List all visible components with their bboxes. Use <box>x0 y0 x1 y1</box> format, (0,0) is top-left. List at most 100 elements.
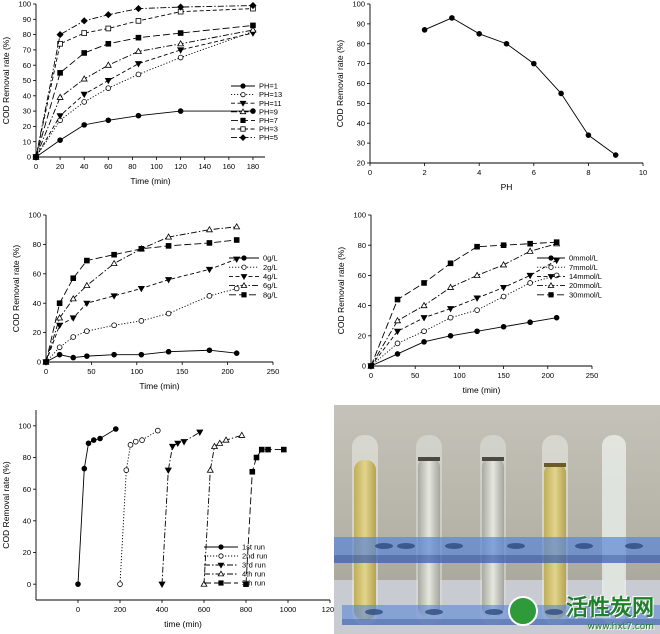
data-point <box>421 328 427 335</box>
data-point <box>265 446 271 453</box>
data-point <box>81 50 88 56</box>
series-line <box>35 32 254 158</box>
series-3 <box>158 429 204 588</box>
y-tick-label: 100 <box>18 421 31 430</box>
x-tick-label: 140 <box>198 162 211 171</box>
x-tick-label: 20 <box>56 162 64 171</box>
y-tick-label: 0 <box>27 580 31 589</box>
tube-1 <box>352 435 378 625</box>
x-tick-label: 0 <box>368 168 372 177</box>
data-point <box>177 30 184 36</box>
data-point <box>233 285 240 292</box>
tube-4 <box>542 435 568 625</box>
data-point <box>473 271 481 278</box>
data-point <box>70 334 77 340</box>
y-tick-label: 60 <box>358 271 366 280</box>
data-point <box>447 260 454 267</box>
series-line <box>45 288 237 363</box>
series-line <box>424 17 616 156</box>
legend-marker <box>218 553 224 559</box>
data-point <box>174 440 182 448</box>
data-point <box>134 47 143 54</box>
series-5 <box>33 22 256 160</box>
legend-label: 20mmol/L <box>569 281 602 290</box>
data-point <box>526 272 534 280</box>
data-point <box>105 117 112 124</box>
x-tick-label: 50 <box>411 371 419 380</box>
y-tick-label: 0 <box>362 362 366 371</box>
series-3 <box>367 257 561 370</box>
data-point <box>233 222 241 230</box>
data-point <box>421 27 428 33</box>
data-point <box>104 61 112 68</box>
series-line <box>119 430 159 585</box>
data-point <box>56 300 63 306</box>
x-tick-label: 1000 <box>280 605 297 614</box>
data-point <box>222 436 230 443</box>
data-point <box>233 237 240 243</box>
chart-p1: 0 20 40 60 80 100 120 140 160 180 0 10 20 30 40 50 60 70 8… <box>1 0 282 186</box>
series-2 <box>33 28 256 160</box>
data-point <box>420 301 428 309</box>
data-point <box>206 347 213 354</box>
data-point <box>56 322 64 330</box>
data-point <box>474 328 480 335</box>
series-line <box>161 431 201 585</box>
data-point <box>500 242 507 249</box>
chart-p3: 0 50 100 150 200 250 0 20 40 60 80 100 Time (min) COD… <box>11 211 279 391</box>
data-point <box>553 272 560 279</box>
data-point <box>137 285 145 293</box>
legend-marker <box>548 292 554 298</box>
data-point <box>165 348 172 355</box>
y-tick-label: 10 <box>23 137 31 146</box>
y-axis-label: COD Removal rate (%) <box>1 37 11 125</box>
series-line <box>203 434 242 585</box>
legend-marker <box>240 281 248 288</box>
data-point <box>177 47 185 54</box>
y-tick-label: 20 <box>23 548 31 557</box>
series-7 <box>32 1 257 161</box>
data-point <box>168 443 177 451</box>
data-point <box>105 25 112 32</box>
x-tick-label: 150 <box>497 371 510 380</box>
y-tick-label: 80 <box>357 39 365 48</box>
y-tick-label: 60 <box>357 79 365 88</box>
data-point <box>69 294 77 302</box>
y-tick-label: 20 <box>23 122 31 131</box>
y-tick-label: 20 <box>357 159 365 168</box>
data-point <box>249 26 257 33</box>
series-1 <box>33 108 256 160</box>
x-tick-label: 200 <box>114 605 127 614</box>
data-point <box>84 353 90 359</box>
data-point <box>258 446 265 453</box>
legend-marker <box>240 92 246 98</box>
x-tick-label: 80 <box>128 162 136 171</box>
data-point <box>177 3 185 11</box>
data-point <box>420 315 428 322</box>
data-point <box>105 40 112 47</box>
data-point <box>113 426 119 432</box>
data-point <box>177 54 184 61</box>
data-point <box>56 351 63 358</box>
legend-label: PH=7 <box>259 116 278 125</box>
y-tick-label: 40 <box>33 299 41 308</box>
legend-label: PH=11 <box>259 99 282 108</box>
y-tick-label: 70 <box>357 59 365 68</box>
data-point <box>474 307 480 313</box>
data-point <box>500 293 507 300</box>
data-point <box>83 300 91 308</box>
data-point <box>553 257 561 265</box>
test-tube-photo <box>334 405 660 634</box>
data-point <box>206 293 213 299</box>
data-point <box>394 340 401 347</box>
series-line <box>370 243 557 367</box>
watermark-logo-icon <box>508 596 538 626</box>
data-point <box>238 431 246 438</box>
legend-marker <box>240 117 246 123</box>
x-axis-label: time (min) <box>463 385 501 395</box>
series-1 <box>43 347 240 365</box>
data-point <box>249 1 257 10</box>
data-point <box>90 437 97 443</box>
